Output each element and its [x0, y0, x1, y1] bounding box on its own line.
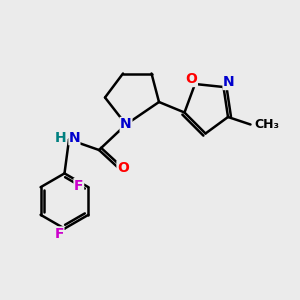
Text: N: N [69, 131, 80, 145]
Text: F: F [74, 179, 84, 193]
Text: F: F [54, 227, 64, 241]
Text: H: H [55, 131, 66, 145]
Text: N: N [223, 76, 235, 89]
Text: N: N [120, 118, 132, 131]
Text: CH₃: CH₃ [254, 118, 279, 131]
Text: O: O [117, 161, 129, 175]
Text: O: O [185, 73, 197, 86]
